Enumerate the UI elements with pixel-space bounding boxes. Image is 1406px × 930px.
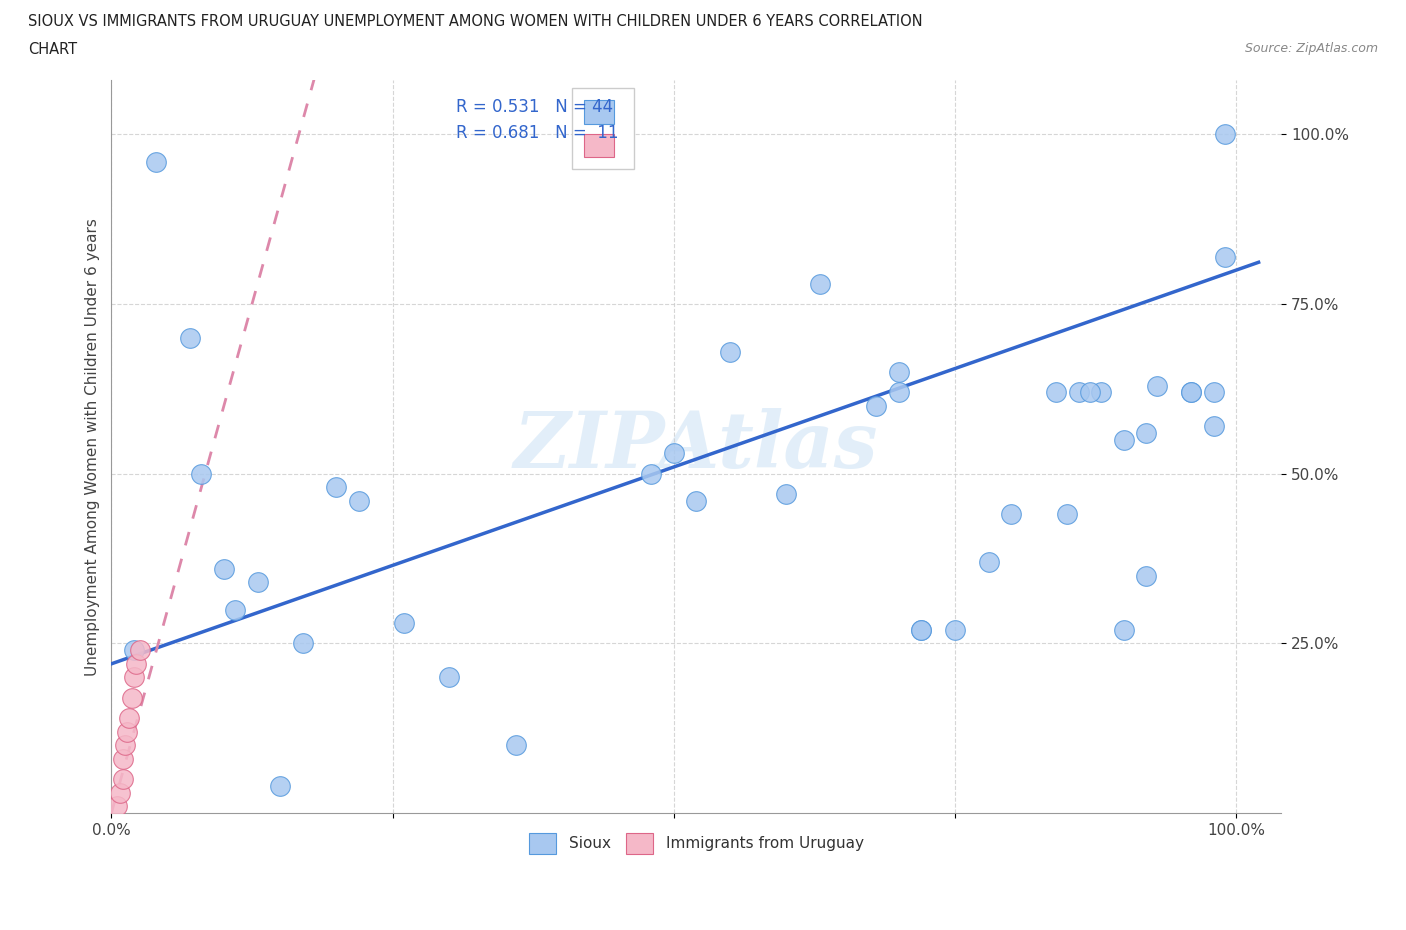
Point	[640, 466, 662, 481]
Point	[118, 711, 141, 725]
Point	[111, 751, 134, 766]
Point	[110, 785, 132, 800]
Legend: Sioux, Immigrants from Uruguay: Sioux, Immigrants from Uruguay	[523, 827, 870, 860]
Point	[887, 385, 910, 400]
Text: R = 0.681   N =  11: R = 0.681 N = 11	[457, 124, 619, 142]
Point	[114, 737, 136, 752]
Point	[246, 575, 269, 590]
Text: R = 0.531   N = 44: R = 0.531 N = 44	[457, 99, 613, 116]
Point	[1202, 385, 1225, 400]
Text: Source: ZipAtlas.com: Source: ZipAtlas.com	[1244, 42, 1378, 55]
Point	[718, 344, 741, 359]
Point	[325, 480, 347, 495]
Point	[865, 398, 887, 413]
Point	[1135, 568, 1157, 583]
Text: ZIPAtlas: ZIPAtlas	[515, 408, 879, 485]
Point	[505, 737, 527, 752]
Point	[122, 670, 145, 684]
Point	[437, 670, 460, 684]
Point	[122, 643, 145, 658]
Text: CHART: CHART	[28, 42, 77, 57]
Point	[128, 643, 150, 658]
Point	[910, 622, 932, 637]
Point	[111, 772, 134, 787]
Point	[662, 446, 685, 461]
Text: SIOUX VS IMMIGRANTS FROM URUGUAY UNEMPLOYMENT AMONG WOMEN WITH CHILDREN UNDER 6 : SIOUX VS IMMIGRANTS FROM URUGUAY UNEMPLO…	[28, 14, 922, 29]
Y-axis label: Unemployment Among Women with Children Under 6 years: Unemployment Among Women with Children U…	[86, 218, 100, 675]
Point	[115, 724, 138, 739]
Point	[1180, 385, 1202, 400]
Point	[887, 365, 910, 379]
Point	[1078, 385, 1101, 400]
Point	[1045, 385, 1067, 400]
Point	[1202, 418, 1225, 433]
Point	[1213, 249, 1236, 264]
Point	[125, 657, 148, 671]
Point	[179, 330, 201, 345]
Point	[1067, 385, 1090, 400]
Point	[943, 622, 966, 637]
Point	[1135, 426, 1157, 441]
Point	[1000, 507, 1022, 522]
Point	[190, 466, 212, 481]
Point	[1146, 379, 1168, 393]
Point	[347, 494, 370, 509]
Point	[392, 616, 415, 631]
Point	[977, 554, 1000, 569]
Point	[775, 486, 797, 501]
Point	[1112, 622, 1135, 637]
Point	[685, 494, 707, 509]
Point	[291, 636, 314, 651]
Point	[1180, 385, 1202, 400]
Point	[910, 622, 932, 637]
Point	[212, 562, 235, 577]
Point	[1112, 432, 1135, 447]
Point	[1056, 507, 1078, 522]
Point	[808, 276, 831, 291]
Point	[1090, 385, 1112, 400]
Point	[145, 154, 167, 169]
Point	[224, 602, 246, 617]
Point	[121, 690, 143, 705]
Point	[269, 778, 291, 793]
Point	[1213, 127, 1236, 142]
Point	[105, 799, 128, 814]
